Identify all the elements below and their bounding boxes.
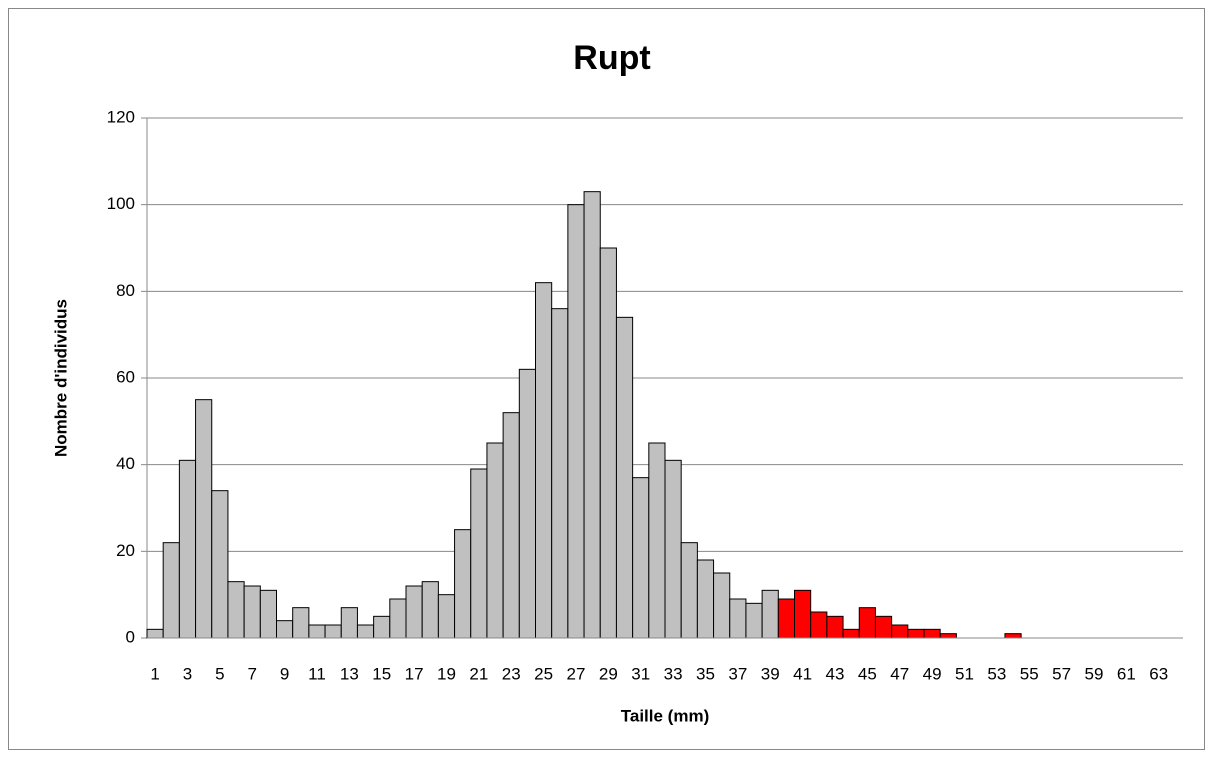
bar xyxy=(615,316,634,639)
bar xyxy=(259,589,277,639)
x-tick-label: 47 xyxy=(890,664,909,683)
x-tick-label: 23 xyxy=(502,664,521,683)
x-tick-label: 43 xyxy=(826,664,845,683)
x-tick-label: 49 xyxy=(923,664,942,683)
bar xyxy=(680,542,698,639)
x-tick-label: 3 xyxy=(183,664,192,683)
bar xyxy=(696,559,715,639)
y-tick-label: 20 xyxy=(116,541,135,560)
bar xyxy=(810,611,828,639)
bar xyxy=(454,529,472,639)
bar xyxy=(745,602,763,639)
y-tick-label: 60 xyxy=(116,367,135,386)
bar xyxy=(599,247,617,639)
bar xyxy=(826,615,844,639)
bar xyxy=(583,191,601,639)
bar xyxy=(470,468,488,639)
x-tick-label: 33 xyxy=(664,664,683,683)
bar xyxy=(535,282,553,639)
bar xyxy=(713,572,731,639)
bar xyxy=(308,624,326,639)
y-tick-label: 100 xyxy=(107,194,135,213)
x-tick-label: 29 xyxy=(599,664,618,683)
x-tick-label: 61 xyxy=(1117,664,1136,683)
bar xyxy=(794,589,812,639)
bar xyxy=(146,628,164,639)
bar xyxy=(551,308,569,639)
bar xyxy=(421,581,439,639)
y-tick-label: 0 xyxy=(126,627,135,646)
bar xyxy=(891,624,909,639)
x-tick-label: 9 xyxy=(280,664,289,683)
x-tick-label: 41 xyxy=(793,664,812,683)
bar xyxy=(842,628,860,639)
bar xyxy=(502,412,520,639)
x-tick-label: 15 xyxy=(372,664,391,683)
x-tick-label: 53 xyxy=(987,664,1006,683)
x-tick-label: 35 xyxy=(696,664,715,683)
bar xyxy=(632,477,650,639)
bar xyxy=(276,620,294,639)
x-tick-label: 21 xyxy=(469,664,488,683)
x-tick-label: 13 xyxy=(340,664,359,683)
bar xyxy=(243,585,261,639)
bar xyxy=(858,607,876,639)
x-tick-label: 59 xyxy=(1085,664,1104,683)
x-tick-label: 1 xyxy=(150,664,159,683)
bar xyxy=(777,598,795,639)
x-tick-label: 63 xyxy=(1149,664,1168,683)
y-tick-label: 40 xyxy=(116,454,135,473)
bar xyxy=(227,581,245,639)
bar xyxy=(356,624,375,639)
x-tick-label: 17 xyxy=(405,664,424,683)
bar xyxy=(373,615,391,639)
bar xyxy=(761,589,779,639)
x-axis-label: Taille (mm) xyxy=(621,706,709,725)
bar xyxy=(907,628,925,639)
bar xyxy=(939,633,957,639)
x-tick-label: 19 xyxy=(437,664,456,683)
bar xyxy=(178,459,197,639)
bar xyxy=(664,459,682,639)
bar xyxy=(923,628,941,639)
x-tick-label: 5 xyxy=(215,664,224,683)
bar xyxy=(162,542,180,639)
y-axis-label: Nombre d'individus xyxy=(51,299,70,457)
bar xyxy=(340,607,358,639)
x-tick-label: 57 xyxy=(1052,664,1071,683)
bar xyxy=(195,399,213,639)
bar xyxy=(211,490,229,639)
bar xyxy=(567,204,585,639)
x-tick-label: 39 xyxy=(761,664,780,683)
bar xyxy=(874,615,893,639)
bar xyxy=(648,442,666,639)
bar xyxy=(729,598,747,639)
x-tick-label: 31 xyxy=(631,664,650,683)
x-tick-label: 45 xyxy=(858,664,877,683)
x-tick-label: 27 xyxy=(567,664,586,683)
bar xyxy=(1004,633,1022,639)
y-tick-label: 120 xyxy=(107,107,135,126)
bar xyxy=(292,607,310,639)
x-tick-label: 11 xyxy=(308,664,326,683)
chart-title: Rupt xyxy=(573,39,650,77)
x-tick-label: 25 xyxy=(534,664,553,683)
bar xyxy=(324,624,342,639)
x-tick-label: 51 xyxy=(955,664,974,683)
y-tick-label: 80 xyxy=(116,281,135,300)
x-tick-label: 7 xyxy=(247,664,256,683)
x-tick-label: 55 xyxy=(1020,664,1039,683)
bar xyxy=(486,442,504,639)
bar xyxy=(389,598,407,639)
bar xyxy=(518,368,536,639)
x-tick-label: 37 xyxy=(728,664,747,683)
bar xyxy=(405,585,423,639)
bar xyxy=(437,594,456,639)
